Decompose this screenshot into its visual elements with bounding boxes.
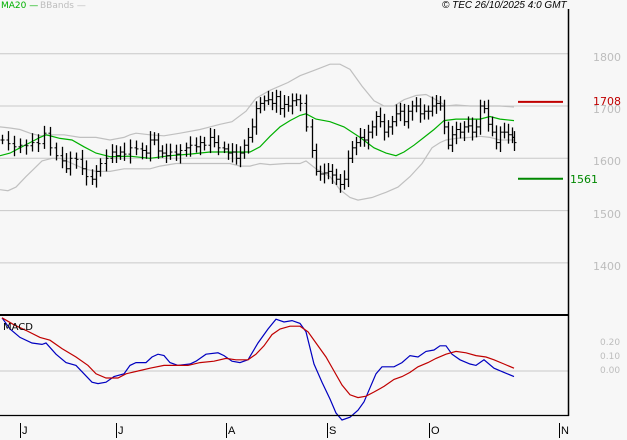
price-bars [0, 89, 517, 193]
x-tick-label: J [118, 425, 124, 437]
x-tick-label: J [22, 425, 28, 437]
bband-lower-line [0, 135, 514, 201]
macd-lines [1, 317, 515, 421]
x-tick-label: S [329, 425, 337, 437]
macd-title: MACD [3, 322, 33, 333]
x-tick-label: A [228, 425, 236, 437]
bollinger-bands [0, 63, 515, 201]
macd-tick-label: 0.00 [600, 366, 621, 376]
y-tick-label: 1700 [593, 103, 621, 116]
ma20-polyline [0, 113, 515, 159]
price-grid [0, 53, 568, 372]
bband-upper-line [0, 63, 515, 141]
x-tick-label: N [561, 425, 569, 437]
y-tick-label: 1500 [593, 207, 621, 221]
macd-tick-label: 0.20 [600, 338, 621, 348]
macd-polyline [1, 317, 515, 421]
y-tick-label: 1400 [593, 259, 621, 273]
resistance-label: 1708 [593, 95, 621, 108]
support-label: 1561 [570, 173, 598, 186]
support-resistance-lines [518, 100, 563, 180]
y-tick-label: 1600 [593, 155, 621, 169]
ma20-line [0, 113, 515, 159]
signal-polyline [1, 317, 515, 399]
legend-ma20: MA20 — [1, 1, 39, 11]
chart-frame [0, 9, 570, 438]
y-tick-label: 1800 [593, 50, 621, 64]
macd-tick-label: 0.10 [600, 352, 621, 362]
copyright-timestamp: © TEC 26/10/2025 4:0 GMT [442, 0, 567, 11]
legend-bbands: BBands — [40, 1, 86, 11]
x-tick-label: O [431, 425, 440, 437]
